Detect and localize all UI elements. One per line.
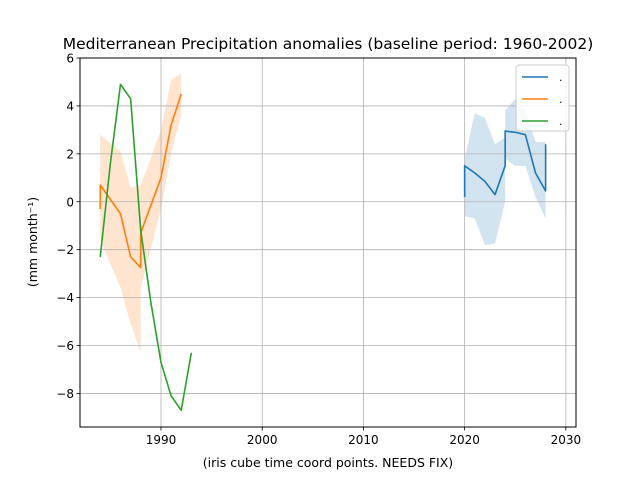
plot-frame [79, 57, 577, 428]
x-tick-label: 2000 [247, 433, 278, 447]
y-axis-label: (mm month⁻¹) [25, 197, 40, 287]
y-tick-label: 0 [66, 195, 74, 209]
y-tick-label: −2 [56, 243, 74, 257]
y-tick-label: −4 [56, 291, 74, 305]
x-tick-label: 2020 [449, 433, 480, 447]
legend-box [515, 64, 570, 132]
series-2-band [100, 73, 182, 353]
confidence-bands [100, 73, 546, 353]
x-tick-label: 2010 [348, 433, 379, 447]
y-tick-label: 2 [66, 147, 74, 161]
x-tick-label: 1990 [146, 433, 177, 447]
series-3-line [99, 83, 193, 412]
y-tick-label: 6 [66, 52, 74, 66]
y-axis-ticks: −8 −6 −4 −2 0 2 4 6 [56, 52, 80, 401]
y-tick-label: 4 [66, 99, 74, 113]
legend-label-3: . [559, 115, 563, 128]
x-axis-ticks: 1990 2000 2010 2020 2030 [146, 427, 581, 447]
x-tick-label: 2030 [551, 433, 582, 447]
x-axis-label: (iris cube time coord points. NEEDS FIX) [203, 455, 453, 470]
series-1-line [463, 130, 547, 197]
y-tick-label: −6 [56, 339, 74, 353]
legend: ... [515, 64, 570, 132]
series-lines [99, 83, 547, 412]
legend-label-2: . [559, 93, 563, 106]
legend-label-1: . [559, 71, 563, 84]
y-tick-label: −8 [56, 387, 74, 401]
grid-lines [80, 57, 576, 427]
chart-title: Mediterranean Precipitation anomalies (b… [63, 35, 594, 53]
